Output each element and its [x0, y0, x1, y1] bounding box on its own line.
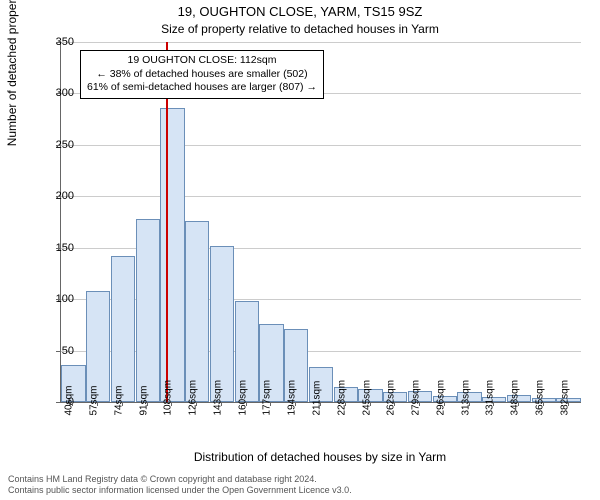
y-tick-label: 150 [34, 242, 74, 254]
x-tick-mark [97, 402, 98, 406]
gridline [61, 145, 581, 146]
histogram-bar [136, 219, 160, 402]
x-tick-mark [196, 402, 197, 406]
footer-line1: Contains HM Land Registry data © Crown c… [8, 474, 352, 485]
annotation-line2: ← 38% of detached houses are smaller (50… [87, 68, 317, 82]
annotation-line1: 19 OUGHTON CLOSE: 112sqm [87, 54, 317, 68]
x-tick-mark [394, 402, 395, 406]
histogram-bar [185, 221, 209, 402]
footer-attribution: Contains HM Land Registry data © Crown c… [8, 474, 352, 496]
y-tick-mark [56, 351, 60, 352]
x-tick-mark [518, 402, 519, 406]
histogram-bar [160, 108, 184, 402]
x-tick-mark [246, 402, 247, 406]
y-axis-label: Number of detached properties [5, 0, 19, 146]
y-tick-label: 50 [34, 345, 74, 357]
x-tick-mark [270, 402, 271, 406]
chart-title-line1: 19, OUGHTON CLOSE, YARM, TS15 9SZ [0, 4, 600, 19]
y-tick-mark [56, 196, 60, 197]
histogram-bar [111, 256, 135, 402]
x-tick-mark [221, 402, 222, 406]
y-tick-label: 350 [34, 36, 74, 48]
x-tick-mark [295, 402, 296, 406]
gridline [61, 42, 581, 43]
y-tick-mark [56, 93, 60, 94]
footer-line2: Contains public sector information licen… [8, 485, 352, 496]
y-tick-mark [56, 248, 60, 249]
x-tick-mark [469, 402, 470, 406]
y-tick-label: 200 [34, 190, 74, 202]
y-tick-mark [56, 145, 60, 146]
x-tick-mark [72, 402, 73, 406]
x-tick-mark [122, 402, 123, 406]
x-axis-label: Distribution of detached houses by size … [60, 450, 580, 464]
y-tick-mark [56, 402, 60, 403]
x-tick-mark [147, 402, 148, 406]
x-tick-mark [320, 402, 321, 406]
chart-container: 19, OUGHTON CLOSE, YARM, TS15 9SZ Size o… [0, 0, 600, 500]
y-tick-label: 300 [34, 87, 74, 99]
y-tick-mark [56, 42, 60, 43]
annotation-line3: 61% of semi-detached houses are larger (… [87, 81, 317, 95]
histogram-bar [210, 246, 234, 402]
y-tick-label: 100 [34, 293, 74, 305]
annotation-box: 19 OUGHTON CLOSE: 112sqm ← 38% of detach… [80, 50, 324, 99]
x-tick-mark [543, 402, 544, 406]
x-tick-mark [493, 402, 494, 406]
x-tick-mark [171, 402, 172, 406]
x-tick-mark [444, 402, 445, 406]
x-tick-mark [370, 402, 371, 406]
x-tick-mark [568, 402, 569, 406]
x-tick-mark [345, 402, 346, 406]
y-tick-mark [56, 299, 60, 300]
gridline [61, 196, 581, 197]
chart-title-line2: Size of property relative to detached ho… [0, 22, 600, 36]
y-tick-label: 250 [34, 139, 74, 151]
x-tick-mark [419, 402, 420, 406]
